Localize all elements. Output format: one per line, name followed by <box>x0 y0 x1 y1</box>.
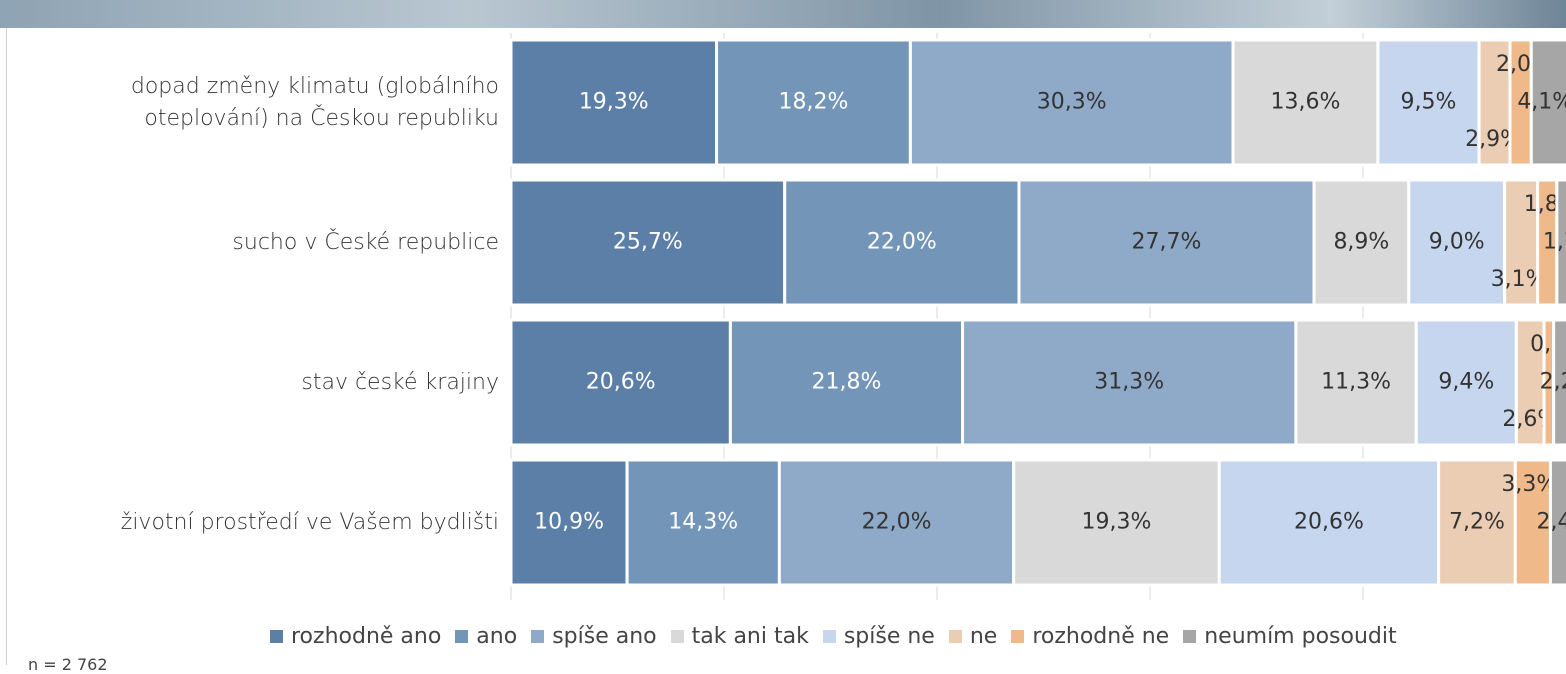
value-label: 21,8% <box>812 370 882 395</box>
value-label: 8,9% <box>1333 230 1389 255</box>
value-label: 2,2% <box>1540 370 1566 395</box>
bar-segment <box>1437 458 1517 587</box>
value-label: 2,4% <box>1536 510 1566 535</box>
legend-item: ano <box>455 624 517 649</box>
value-label: 13,6% <box>1271 90 1341 115</box>
legend-label: tak ani tak <box>691 624 809 649</box>
value-label: 20,6% <box>1294 510 1364 535</box>
value-label: 19,3% <box>1082 510 1152 535</box>
legend-swatch <box>948 630 962 643</box>
legend-item: tak ani tak <box>670 624 809 649</box>
value-label: 18,2% <box>779 90 849 115</box>
bar-segment <box>1529 38 1566 167</box>
value-label: 9,4% <box>1438 370 1494 395</box>
legend-label: ano <box>476 624 518 649</box>
bar-segment <box>1514 318 1546 447</box>
bar-segment <box>1548 458 1566 587</box>
bar-segment <box>1217 458 1441 587</box>
value-label: 4,1% <box>1517 90 1566 115</box>
category-label: dopad změny klimatu (globálního oteplová… <box>130 73 499 131</box>
bar-segment <box>509 38 719 167</box>
bar-segment <box>783 178 1021 307</box>
value-label: 10,9% <box>534 510 604 535</box>
value-label: 22,0% <box>867 230 937 255</box>
bar-segment <box>961 318 1298 447</box>
background-strip <box>0 0 1566 28</box>
legend-label: spíše ne <box>843 624 935 649</box>
value-label: 9,0% <box>1429 230 1485 255</box>
legend-label: rozhodně ne <box>1032 624 1170 649</box>
value-label: 19,3% <box>579 90 649 115</box>
value-label: 1,7% <box>1543 230 1566 255</box>
legend: rozhodně ano ano spíše ano tak ani tak spíše… <box>270 624 1411 649</box>
bar-segment <box>1012 458 1221 587</box>
category-label: životní prostředí ve Vašem bydlišti <box>120 509 499 535</box>
legend-label: spíše ano <box>552 624 657 649</box>
bar-segment <box>1017 178 1316 307</box>
value-label: 9,5% <box>1401 90 1457 115</box>
legend-item: spíše ano <box>531 624 657 649</box>
legend-item: neumím posoudit <box>1183 624 1397 649</box>
chart: 19,3%18,2%30,3%13,6%9,5%2,9%2,0%4,1%25,7… <box>509 33 1566 600</box>
bar-segment <box>1552 318 1566 447</box>
value-label: 11,3% <box>1321 370 1391 395</box>
legend-swatch <box>531 630 545 643</box>
category-label: stav české krajiny <box>301 369 499 395</box>
legend-label: neumím posoudit <box>1204 624 1397 649</box>
legend-label: ne <box>969 624 998 649</box>
legend-item: rozhodně ano <box>270 624 441 649</box>
legend-label: rozhodně ano <box>291 624 442 649</box>
legend-swatch <box>670 630 684 643</box>
value-label: 14,3% <box>668 510 738 535</box>
value-label: 31,3% <box>1094 370 1164 395</box>
legend-swatch <box>1183 630 1197 643</box>
legend-item: rozhodně ne <box>1011 624 1169 649</box>
legend-item: spíše ne <box>822 624 935 649</box>
bar-segment <box>509 318 732 447</box>
value-label: 3,3% <box>1501 472 1557 497</box>
chart-panel: 19,3%18,2%30,3%13,6%9,5%2,9%2,0%4,1%25,7… <box>6 28 1566 665</box>
value-label: 27,7% <box>1132 230 1202 255</box>
legend-swatch <box>455 630 469 643</box>
legend-swatch <box>270 630 283 643</box>
bar-segment <box>728 318 965 447</box>
value-label: 25,7% <box>613 230 683 255</box>
legend-item: ne <box>948 624 998 649</box>
legend-swatch <box>822 630 836 643</box>
category-label: sucho v České republice <box>232 229 499 255</box>
bar-segment <box>715 38 912 167</box>
value-label: 22,0% <box>862 510 932 535</box>
value-label: 30,3% <box>1037 90 1107 115</box>
value-label: 7,2% <box>1449 510 1505 535</box>
bar-segment <box>509 178 787 307</box>
legend-swatch <box>1011 630 1025 643</box>
value-label: 20,6% <box>586 370 656 395</box>
